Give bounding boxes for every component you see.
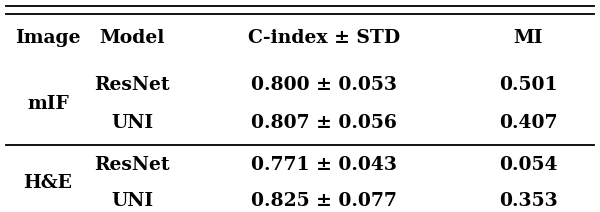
Text: 0.054: 0.054 [499, 156, 557, 174]
Text: 0.825 ± 0.077: 0.825 ± 0.077 [251, 192, 397, 210]
Text: UNI: UNI [111, 192, 153, 210]
Text: 0.807 ± 0.056: 0.807 ± 0.056 [251, 114, 397, 132]
Text: 0.800 ± 0.053: 0.800 ± 0.053 [251, 76, 397, 94]
Text: ResNet: ResNet [94, 76, 170, 94]
Text: ResNet: ResNet [94, 156, 170, 174]
Text: 0.771 ± 0.043: 0.771 ± 0.043 [251, 156, 397, 174]
Text: UNI: UNI [111, 114, 153, 132]
Text: C-index ± STD: C-index ± STD [248, 29, 400, 47]
Text: MI: MI [513, 29, 543, 47]
Text: 0.353: 0.353 [499, 192, 557, 210]
Text: 0.407: 0.407 [499, 114, 557, 132]
Text: mIF: mIF [27, 95, 69, 113]
Text: Model: Model [100, 29, 164, 47]
Text: Image: Image [15, 29, 81, 47]
Text: H&E: H&E [23, 174, 73, 192]
Text: 0.501: 0.501 [499, 76, 557, 94]
